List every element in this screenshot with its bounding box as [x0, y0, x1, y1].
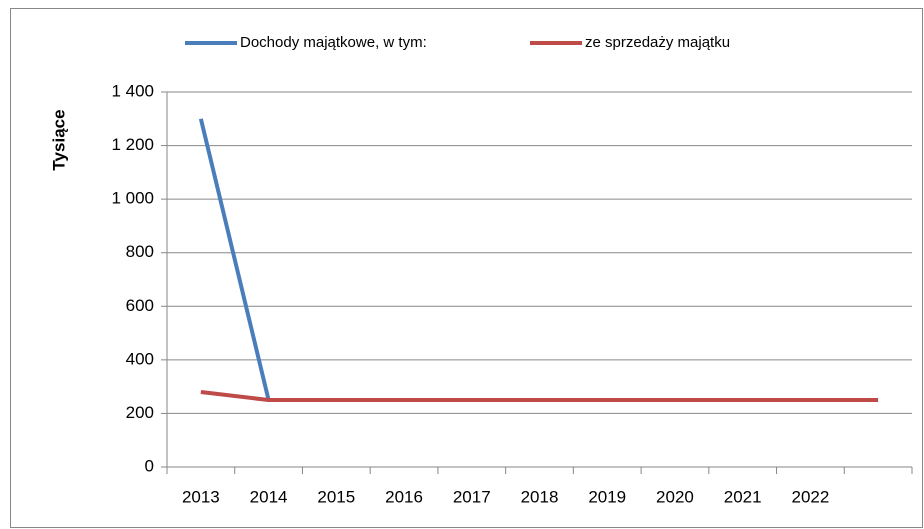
- y-tick-label: 0: [145, 456, 154, 475]
- series-line: [200, 390, 879, 403]
- x-tick-label: 2018: [521, 487, 559, 506]
- x-tick-label: 2019: [588, 487, 626, 506]
- y-axis-title: Tysiące: [49, 109, 68, 170]
- x-tick-label: 2020: [656, 487, 694, 506]
- legend-label: ze sprzedaży majątku: [585, 34, 730, 51]
- y-tick-label: 800: [126, 242, 154, 261]
- y-tick-label: 1 000: [111, 189, 154, 208]
- x-tick-label: 2017: [453, 487, 491, 506]
- chart-frame: [10, 8, 923, 528]
- legend-label: Dochody majątkowe, w tym:: [240, 34, 427, 51]
- x-tick-label: 2013: [182, 487, 220, 506]
- y-tick-label: 600: [126, 296, 154, 315]
- y-tick-label: 1 200: [111, 135, 154, 154]
- x-tick-label: 2021: [724, 487, 762, 506]
- y-tick-label: 1 400: [111, 81, 154, 100]
- y-tick-label: 200: [126, 403, 154, 422]
- x-tick-label: 2015: [317, 487, 355, 506]
- x-tick-label: 2022: [791, 487, 829, 506]
- y-tick-label: 400: [126, 349, 154, 368]
- x-tick-label: 2016: [385, 487, 423, 506]
- x-tick-label: 2014: [250, 487, 288, 506]
